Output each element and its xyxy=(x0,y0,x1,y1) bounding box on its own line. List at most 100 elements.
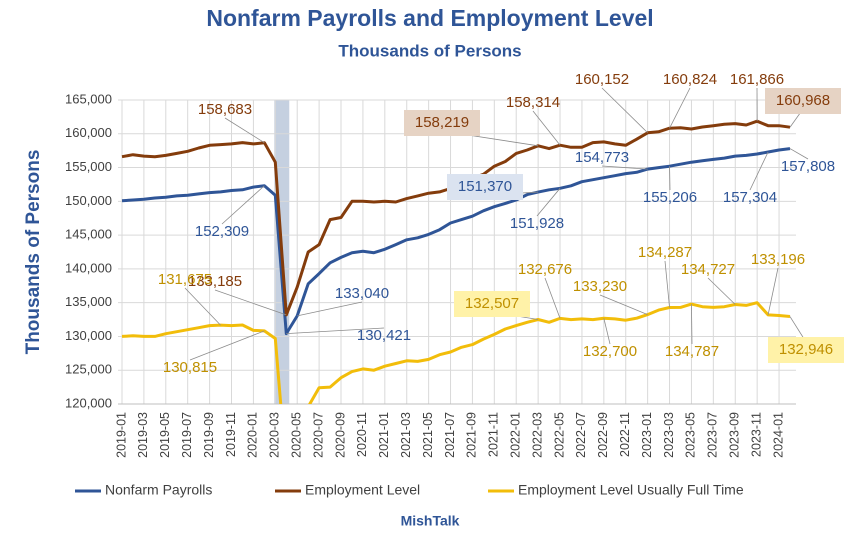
annotation-label: 134,727 xyxy=(681,261,735,278)
annotation-label: 132,700 xyxy=(583,343,637,360)
series-line xyxy=(121,301,791,404)
annotation-label: 131,675 xyxy=(158,271,212,288)
annotation-label: 134,787 xyxy=(665,343,719,360)
x-tick-label: 2021-11 xyxy=(487,412,501,457)
annotation-leader xyxy=(601,87,648,134)
x-tick-label: 2020-01 xyxy=(246,412,260,458)
x-tick-label: 2021-07 xyxy=(443,412,457,458)
annotation-label: 134,287 xyxy=(638,244,692,261)
annotation-leader xyxy=(749,151,769,191)
y-axis-label: Thousands of Persons xyxy=(23,150,44,355)
x-tick-label: 2020-03 xyxy=(268,412,282,458)
annotation-box xyxy=(454,291,530,317)
x-tick-label: 2022-11 xyxy=(618,412,632,457)
x-tick-label: 2023-05 xyxy=(684,412,698,458)
x-tick-label: 2022-03 xyxy=(530,412,544,458)
annotation-leader xyxy=(664,260,670,308)
annotation-box xyxy=(765,88,841,114)
annotation-label: 155,206 xyxy=(643,189,697,206)
x-tick-label: 2023-01 xyxy=(640,412,654,458)
annotation-label: 157,304 xyxy=(723,189,777,206)
annotation-leader xyxy=(536,188,561,217)
annotation-leader xyxy=(224,117,265,144)
annotation-leader xyxy=(669,87,691,129)
x-tick-label: 2021-05 xyxy=(421,412,435,458)
x-tick-label: 2023-07 xyxy=(706,412,720,458)
x-tick-label: 2019-11 xyxy=(224,412,238,457)
annotation-label: 158,683 xyxy=(198,101,252,118)
annotation-label: 160,152 xyxy=(575,71,629,88)
y-tick-label: 155,000 xyxy=(65,159,112,174)
x-tick-label: 2023-03 xyxy=(662,412,676,458)
x-tick-label: 2019-03 xyxy=(136,412,150,458)
annotation-label: 151,370 xyxy=(458,178,512,195)
y-tick-label: 120,000 xyxy=(65,395,112,410)
annotation-leader xyxy=(599,294,648,315)
x-tick-label: 2022-07 xyxy=(574,412,588,458)
legend-label: Employment Level xyxy=(305,482,420,498)
series-line xyxy=(121,147,791,336)
y-tick-label: 130,000 xyxy=(65,328,112,343)
annotation-label: 154,773 xyxy=(575,149,629,166)
x-tick-label: 2020-09 xyxy=(333,412,347,458)
annotation-leader xyxy=(707,277,736,305)
annotation-label: 160,824 xyxy=(663,71,717,88)
annotation-leader xyxy=(532,110,561,146)
x-tick-label: 2021-03 xyxy=(399,412,413,458)
annotation-label: 132,676 xyxy=(518,261,572,278)
annotation-leader xyxy=(214,289,287,316)
x-tick-label: 2023-09 xyxy=(728,412,742,458)
x-tick-label: 2019-09 xyxy=(202,412,216,458)
x-tick-label: 2022-01 xyxy=(509,412,523,458)
annotation-label: 133,040 xyxy=(335,285,389,302)
chart-title: Nonfarm Payrolls and Employment Level xyxy=(206,5,653,31)
annotation-label: 133,196 xyxy=(751,251,805,268)
annotation-label: 158,219 xyxy=(415,114,469,131)
x-tick-label: 2022-05 xyxy=(552,412,566,458)
x-tick-label: 2024-01 xyxy=(771,412,785,458)
annotation-leader xyxy=(767,267,779,315)
annotation-leader xyxy=(789,148,809,160)
annotation-leader xyxy=(601,165,648,170)
x-tick-label: 2021-01 xyxy=(377,412,391,458)
annotation-leader xyxy=(221,185,265,225)
x-tick-label: 2020-11 xyxy=(355,412,369,457)
annotation-label: 158,314 xyxy=(506,94,560,111)
y-tick-label: 145,000 xyxy=(65,227,112,242)
annotation-leader xyxy=(691,304,693,345)
x-tick-label: 2020-05 xyxy=(290,412,304,458)
x-tick-label: 2021-09 xyxy=(465,412,479,458)
y-tick-label: 165,000 xyxy=(65,91,112,106)
annotation-label: 133,230 xyxy=(573,278,627,295)
x-tick-label: 2019-05 xyxy=(158,412,172,458)
annotation-leader xyxy=(286,327,385,334)
x-tick-label: 2019-01 xyxy=(114,412,128,458)
y-tick-label: 140,000 xyxy=(65,260,112,275)
annotation-label: 130,421 xyxy=(357,327,411,344)
annotation-label: 160,968 xyxy=(776,92,830,109)
y-tick-label: 125,000 xyxy=(65,362,112,377)
annotation-label: 133,185 xyxy=(188,273,242,290)
annotation-leader xyxy=(184,287,221,326)
annotation-leader xyxy=(189,330,265,361)
annotation-leader xyxy=(603,318,611,345)
y-tick-label: 135,000 xyxy=(65,294,112,309)
x-tick-label: 2022-09 xyxy=(596,412,610,458)
y-tick-label: 160,000 xyxy=(65,125,112,140)
annotation-box xyxy=(768,337,844,363)
chart-subtitle: Thousands of Persons xyxy=(338,41,521,60)
annotation-label: 132,507 xyxy=(465,295,519,312)
annotation-label: 132,946 xyxy=(779,341,833,358)
x-tick-label: 2020-07 xyxy=(311,412,325,458)
annotation-label: 152,309 xyxy=(195,223,249,240)
annotation-leader xyxy=(297,301,363,317)
source: MishTalk xyxy=(401,513,460,529)
annotation-box xyxy=(404,110,480,136)
y-tick-label: 150,000 xyxy=(65,193,112,208)
x-tick-label: 2023-11 xyxy=(749,412,763,457)
legend-label: Nonfarm Payrolls xyxy=(105,482,212,498)
legend-label: Employment Level Usually Full Time xyxy=(518,482,744,498)
annotation-label: 161,866 xyxy=(730,71,784,88)
annotation-box xyxy=(447,174,523,200)
